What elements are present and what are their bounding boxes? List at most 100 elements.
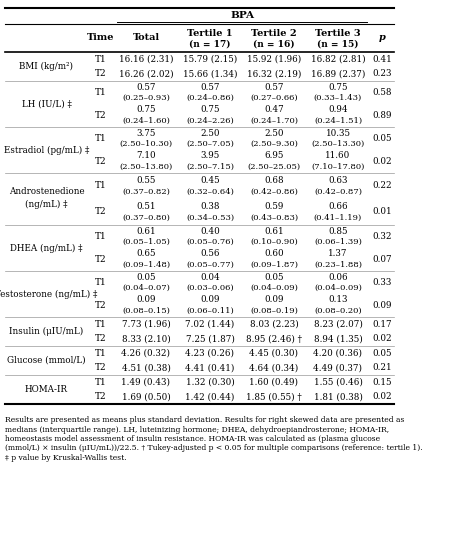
Text: (2.50–13.30): (2.50–13.30) <box>311 140 365 148</box>
Text: 15.66 (1.34): 15.66 (1.34) <box>183 69 237 78</box>
Text: (0.37–0.82): (0.37–0.82) <box>122 187 170 196</box>
Text: homeostasis model assessment of insulin resistance. HOMA-IR was calculated as (p: homeostasis model assessment of insulin … <box>5 435 380 443</box>
Text: (0.24–0.86): (0.24–0.86) <box>186 94 234 102</box>
Text: 1.85 (0.55) †: 1.85 (0.55) † <box>246 392 302 401</box>
Text: (2.50–7.15): (2.50–7.15) <box>186 163 234 171</box>
Text: (0.03–0.06): (0.03–0.06) <box>186 284 234 292</box>
Text: 1.37: 1.37 <box>328 249 348 259</box>
Text: (0.24–1.51): (0.24–1.51) <box>314 117 362 125</box>
Text: 16.82 (2.81): 16.82 (2.81) <box>310 55 365 64</box>
Text: 0.01: 0.01 <box>372 208 392 216</box>
Text: (0.04–0.09): (0.04–0.09) <box>250 284 298 292</box>
Text: Tertile 3: Tertile 3 <box>315 28 361 37</box>
Text: 4.51 (0.38): 4.51 (0.38) <box>121 363 171 372</box>
Text: T1: T1 <box>95 378 107 387</box>
Text: (0.27–0.66): (0.27–0.66) <box>250 94 298 102</box>
Text: 6.95: 6.95 <box>264 151 283 161</box>
Text: (n = 16): (n = 16) <box>253 39 295 49</box>
Text: T1: T1 <box>95 55 107 64</box>
Text: 0.63: 0.63 <box>328 176 348 185</box>
Text: 1.69 (0.50): 1.69 (0.50) <box>122 392 170 401</box>
Text: T2: T2 <box>95 255 107 264</box>
Text: 16.26 (2.02): 16.26 (2.02) <box>118 69 173 78</box>
Text: 8.95 (2.46) †: 8.95 (2.46) † <box>246 334 302 343</box>
Text: (0.25–0.93): (0.25–0.93) <box>122 94 170 102</box>
Text: 8.03 (2.23): 8.03 (2.23) <box>250 319 298 329</box>
Text: 0.45: 0.45 <box>200 176 220 185</box>
Text: (0.05–0.77): (0.05–0.77) <box>186 261 234 269</box>
Text: (0.09–1.48): (0.09–1.48) <box>122 261 170 269</box>
Text: DHEA (ng/mL) ‡: DHEA (ng/mL) ‡ <box>10 243 83 253</box>
Text: BPA: BPA <box>230 12 254 20</box>
Text: 0.40: 0.40 <box>200 226 220 236</box>
Text: 0.61: 0.61 <box>136 226 156 236</box>
Text: 8.33 (2.10): 8.33 (2.10) <box>122 334 170 343</box>
Text: 8.94 (1.35): 8.94 (1.35) <box>314 334 363 343</box>
Text: (0.08–0.19): (0.08–0.19) <box>250 307 298 315</box>
Text: (n = 15): (n = 15) <box>317 39 359 49</box>
Text: 0.33: 0.33 <box>372 278 392 287</box>
Text: Total: Total <box>132 33 160 43</box>
Text: 0.02: 0.02 <box>372 392 392 401</box>
Text: 16.16 (2.31): 16.16 (2.31) <box>119 55 173 64</box>
Text: T1: T1 <box>95 88 107 97</box>
Text: HOMA-IR: HOMA-IR <box>25 385 68 394</box>
Text: 0.75: 0.75 <box>200 106 220 115</box>
Text: 0.94: 0.94 <box>328 106 348 115</box>
Text: Tertile 2: Tertile 2 <box>251 28 297 37</box>
Text: Androstenedione: Androstenedione <box>9 187 84 197</box>
Text: 0.05: 0.05 <box>372 349 392 358</box>
Text: (0.05–0.76): (0.05–0.76) <box>186 238 234 246</box>
Text: Tertile 1: Tertile 1 <box>187 28 233 37</box>
Text: (0.09–1.87): (0.09–1.87) <box>250 261 298 269</box>
Text: 15.79 (2.15): 15.79 (2.15) <box>183 55 237 64</box>
Text: 1.60 (0.49): 1.60 (0.49) <box>249 378 299 387</box>
Text: 0.56: 0.56 <box>200 249 220 259</box>
Text: T2: T2 <box>95 392 107 401</box>
Text: 7.10: 7.10 <box>136 151 156 161</box>
Text: 7.73 (1.96): 7.73 (1.96) <box>122 319 170 329</box>
Text: 2.50: 2.50 <box>264 128 284 138</box>
Text: 7.02 (1.44): 7.02 (1.44) <box>185 319 235 329</box>
Text: 1.49 (0.43): 1.49 (0.43) <box>121 378 171 387</box>
Text: BMI (kg/m²): BMI (kg/m²) <box>19 62 73 71</box>
Text: 0.51: 0.51 <box>136 202 156 211</box>
Text: 0.89: 0.89 <box>372 111 392 120</box>
Text: (2.50–25.05): (2.50–25.05) <box>247 163 301 171</box>
Text: 0.09: 0.09 <box>200 295 220 305</box>
Text: 15.92 (1.96): 15.92 (1.96) <box>247 55 301 64</box>
Text: 0.58: 0.58 <box>372 88 392 97</box>
Text: (7.10–17.80): (7.10–17.80) <box>311 163 365 171</box>
Text: (0.43–0.83): (0.43–0.83) <box>250 214 298 221</box>
Text: 0.85: 0.85 <box>328 226 348 236</box>
Text: 1.42 (0.44): 1.42 (0.44) <box>185 392 235 401</box>
Text: 0.75: 0.75 <box>136 106 156 115</box>
Text: T2: T2 <box>95 111 107 120</box>
Text: T2: T2 <box>95 334 107 343</box>
Text: 1.32 (0.30): 1.32 (0.30) <box>186 378 234 387</box>
Text: 7.25 (1.87): 7.25 (1.87) <box>185 334 235 343</box>
Text: T1: T1 <box>95 181 107 191</box>
Text: Testosterone (ng/mL) ‡: Testosterone (ng/mL) ‡ <box>0 289 98 299</box>
Text: 0.75: 0.75 <box>328 83 348 92</box>
Text: Insulin (μIU/mL): Insulin (μIU/mL) <box>9 327 83 336</box>
Text: T1: T1 <box>95 319 107 329</box>
Text: 0.57: 0.57 <box>264 83 284 92</box>
Text: Results are presented as means plus standard deviation. Results for right skewed: Results are presented as means plus stan… <box>5 416 404 424</box>
Text: (0.08–0.20): (0.08–0.20) <box>314 307 362 315</box>
Text: 4.26 (0.32): 4.26 (0.32) <box>121 349 171 358</box>
Text: (0.06–0.11): (0.06–0.11) <box>186 307 234 315</box>
Text: (0.04–0.09): (0.04–0.09) <box>314 284 362 292</box>
Text: T2: T2 <box>95 301 107 310</box>
Text: 0.22: 0.22 <box>372 181 392 191</box>
Text: 0.61: 0.61 <box>264 226 284 236</box>
Text: T1: T1 <box>95 278 107 287</box>
Text: 0.38: 0.38 <box>200 202 220 211</box>
Text: 0.66: 0.66 <box>328 202 348 211</box>
Text: LH (IU/L) ‡: LH (IU/L) ‡ <box>21 100 72 109</box>
Text: 0.07: 0.07 <box>372 255 392 264</box>
Text: (2.50–9.30): (2.50–9.30) <box>250 140 298 148</box>
Text: 0.55: 0.55 <box>137 176 155 185</box>
Text: (0.24–1.70): (0.24–1.70) <box>250 117 298 125</box>
Text: 1.81 (0.38): 1.81 (0.38) <box>314 392 363 401</box>
